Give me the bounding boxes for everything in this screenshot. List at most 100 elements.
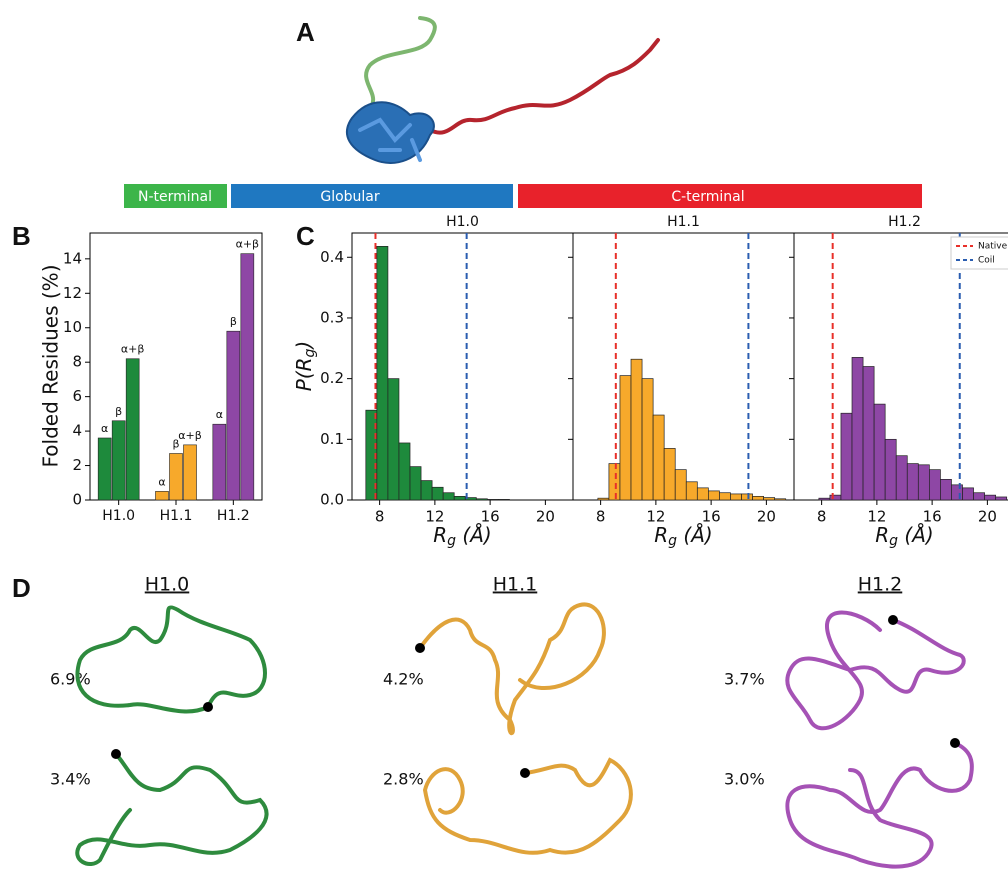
histogram-bar [764, 498, 775, 500]
x-tick-label: 20 [978, 508, 997, 526]
bar-label: α+β [121, 343, 145, 356]
histogram-bar [598, 498, 609, 500]
plot-title: H1.1 [667, 214, 700, 230]
histogram-bar [686, 482, 697, 500]
population: 3.0% [724, 770, 765, 789]
domain-label: N-terminal [138, 189, 212, 205]
bar [227, 331, 240, 500]
y-axis-label: Folded Residues (%) [39, 265, 63, 468]
y-tick-label: 6 [72, 387, 82, 405]
panel-label: C [296, 221, 315, 251]
histogram-bar [907, 464, 918, 500]
histogram-bar [443, 493, 454, 500]
histogram-bar [742, 494, 753, 500]
bar-label: α+β [236, 238, 260, 251]
label-part: R [433, 523, 447, 547]
histogram-bar [675, 470, 686, 500]
bar [213, 424, 226, 500]
y-tick-label: 0.2 [320, 369, 344, 387]
label-part: g [668, 533, 677, 549]
y-tick-label: 0.0 [320, 491, 344, 509]
panel-label: B [12, 221, 31, 251]
histogram-bar [399, 443, 410, 500]
x-tick-label: H1.2 [217, 508, 250, 524]
label-part: g [447, 533, 456, 549]
histogram-bar [819, 498, 830, 500]
domain-label: C-terminal [671, 189, 744, 205]
bar [170, 453, 183, 500]
histogram-bar [620, 376, 631, 500]
histogram-bar [653, 415, 664, 500]
y-tick-label: 4 [72, 422, 82, 440]
x-tick-label: H1.0 [102, 508, 135, 524]
population: 3.7% [724, 670, 765, 689]
histogram-bar [631, 359, 642, 500]
bar [184, 445, 197, 500]
y-tick-label: 0.3 [320, 308, 344, 326]
legend-label: Coil [978, 256, 995, 266]
x-tick-label: H1.1 [160, 508, 193, 524]
axis-label: Rg (Å) [433, 523, 491, 550]
population: 4.2% [383, 670, 424, 689]
bar [126, 359, 139, 500]
bar [112, 421, 125, 500]
histogram-bar [410, 467, 421, 500]
bar [98, 438, 111, 500]
snapshot-title: H1.1 [493, 574, 538, 596]
histogram-bar [996, 497, 1007, 500]
population: 3.4% [50, 770, 91, 789]
label-part: P(R [292, 357, 316, 391]
x-tick-label: 8 [375, 508, 385, 526]
bar [156, 491, 169, 500]
histogram-bar [432, 487, 443, 500]
plot-title: H1.0 [446, 214, 479, 230]
histogram-bar [918, 465, 929, 500]
histogram-bar [719, 493, 730, 500]
histogram-bar [852, 357, 863, 500]
label-part: R [654, 523, 668, 547]
histogram-bar [487, 499, 498, 500]
histogram-bar [951, 485, 962, 500]
histogram-bar [454, 496, 465, 500]
histogram-bar [388, 379, 399, 500]
snapshots: H1.0 H1.1 H1.2 6.9% 3.4% 4.2% 2.8% 3.7% … [50, 574, 972, 867]
snapshot-title: H1.0 [145, 574, 190, 596]
y-tick-label: 14 [63, 249, 82, 267]
axis-label: P(Rg) [292, 341, 319, 391]
y-tick-label: 0.1 [320, 430, 344, 448]
y-tick-label: 8 [72, 353, 82, 371]
histogram-bar [609, 464, 620, 500]
panel-label: A [296, 17, 315, 47]
histogram-bar [730, 494, 741, 500]
histogram-bar [896, 456, 907, 500]
x-tick-label: 8 [817, 508, 827, 526]
label-part: R [875, 523, 889, 547]
panel-label: D [12, 573, 31, 603]
y-tick-label: 2 [72, 456, 82, 474]
label-part: g [302, 348, 318, 357]
histogram-bar [963, 488, 974, 500]
bar-label: β [230, 315, 237, 328]
population: 2.8% [383, 770, 424, 789]
axis-label: Rg (Å) [875, 523, 933, 550]
histogram-bar [841, 413, 852, 500]
y-tick-label: 0 [72, 491, 82, 509]
histogram-bar [940, 479, 951, 500]
bar-label: α+β [178, 429, 202, 442]
histogram-bar [498, 499, 509, 500]
histogram-bar [753, 496, 764, 500]
histogram-bar [664, 448, 675, 500]
domain-label: Globular [320, 189, 380, 205]
histogram-bar [642, 379, 653, 500]
bar [241, 254, 254, 500]
bar-label: α [101, 422, 108, 435]
label-part: ) [292, 341, 316, 351]
bar-label: α [158, 475, 165, 488]
histogram-bar [929, 470, 940, 500]
histogram-bar [708, 491, 719, 500]
y-tick-label: 0.4 [320, 248, 344, 266]
label-part: (Å) [898, 523, 934, 547]
domain-bar: N-terminal Globular C-terminal [124, 184, 922, 208]
y-tick-label: 12 [63, 284, 82, 302]
label-part: (Å) [677, 523, 713, 547]
